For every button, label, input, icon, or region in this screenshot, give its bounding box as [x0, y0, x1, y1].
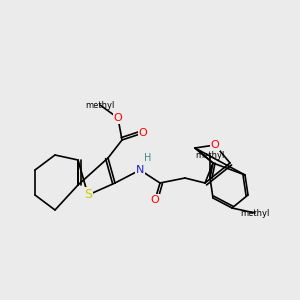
Text: O: O: [114, 113, 122, 123]
Text: methyl: methyl: [240, 208, 270, 217]
Text: methyl: methyl: [195, 151, 225, 160]
Text: H: H: [144, 153, 152, 163]
Text: methyl: methyl: [85, 100, 115, 109]
Text: O: O: [151, 195, 159, 205]
Text: O: O: [139, 128, 147, 138]
Text: S: S: [84, 188, 92, 202]
Text: N: N: [136, 165, 144, 175]
Text: O: O: [211, 140, 219, 150]
